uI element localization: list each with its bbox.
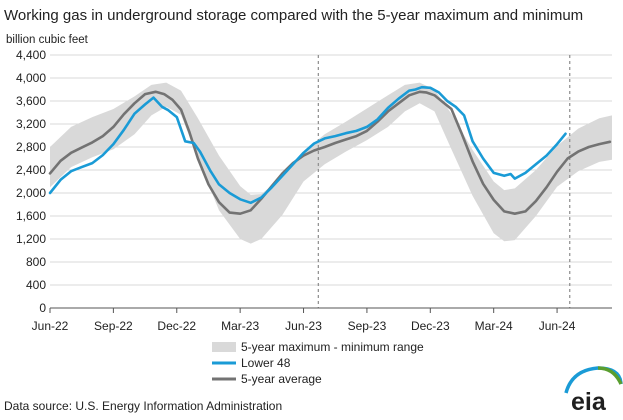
legend: 5-year maximum - minimum range Lower 48 … (212, 340, 424, 386)
y-tick-label: 800 (26, 255, 46, 269)
range-band-layer (50, 82, 612, 244)
y-tick-label: 1,600 (16, 209, 46, 223)
data-source-note: Data source: U.S. Energy Information Adm… (4, 399, 282, 413)
x-tick-label: Sep-22 (94, 319, 133, 333)
eia-logo: eia (564, 366, 623, 416)
logo-text: eia (571, 388, 607, 415)
grid-lines (50, 54, 612, 286)
x-tick-label: Jun-24 (539, 319, 576, 333)
y-tick-label: 2,000 (16, 186, 46, 200)
y-axis-label: billion cubic feet (6, 34, 89, 46)
vertical-markers (317, 55, 571, 308)
y-tick-label: 2,800 (16, 140, 46, 154)
logo-swoosh-green (597, 366, 623, 385)
axes (49, 307, 612, 313)
x-tick-label: Jun-22 (32, 319, 69, 333)
range-band (50, 82, 612, 244)
x-tick-label: Mar-24 (475, 319, 513, 333)
y-tick-label: 4,000 (16, 71, 46, 85)
x-tick-label: Dec-23 (411, 319, 450, 333)
series-lines (48, 85, 612, 215)
legend-label-lower-48: Lower 48 (241, 356, 291, 370)
series-line-lower-48 (48, 85, 567, 205)
x-tick-label: Dec-22 (157, 319, 196, 333)
x-tick-label: Sep-23 (348, 319, 387, 333)
series-line-5yr-average (48, 90, 612, 215)
legend-swatch-range-band (212, 342, 236, 352)
y-tick-label: 1,200 (16, 232, 46, 246)
x-tick-label: Mar-23 (221, 319, 259, 333)
legend-label-5yr-average: 5-year average (241, 372, 322, 386)
x-tick-label: Jun-23 (285, 319, 322, 333)
chart-title: Working gas in underground storage compa… (4, 7, 583, 24)
y-tick-label: 3,200 (16, 117, 46, 131)
y-tick-label: 3,600 (16, 94, 46, 108)
y-tick-label: 2,400 (16, 163, 46, 177)
x-tick-labels: Jun-22 Sep-22 Dec-22 Mar-23 Jun-23 Sep-23 Dec-… (32, 319, 576, 333)
y-tick-label: 4,400 (16, 48, 46, 62)
y-tick-labels: 0 400 800 1,200 1,600 2,000 2,400 2,800 3,200 3,6… (16, 48, 46, 315)
y-tick-label: 400 (26, 278, 46, 292)
legend-label-range-band: 5-year maximum - minimum range (241, 340, 424, 354)
y-tick-label: 0 (39, 301, 46, 315)
